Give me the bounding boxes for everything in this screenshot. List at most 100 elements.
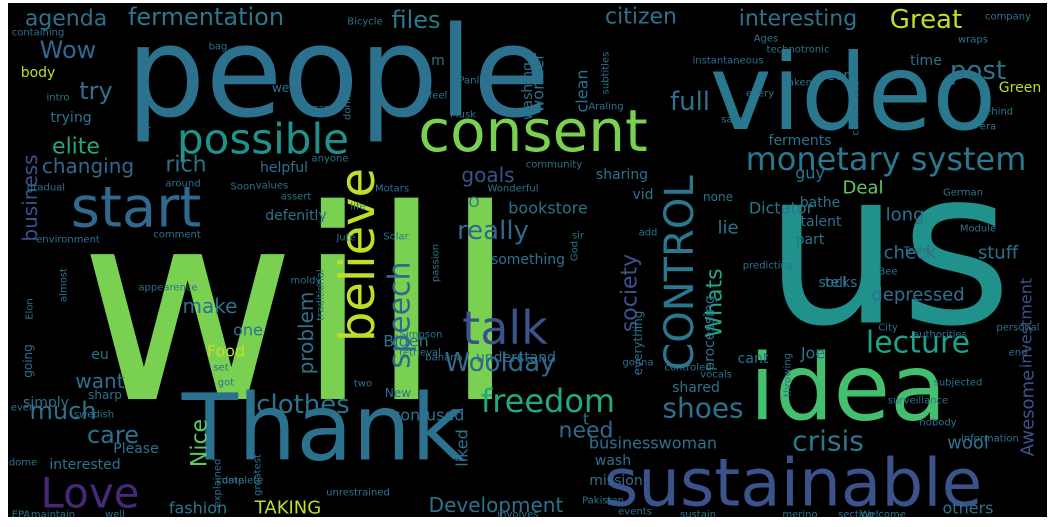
word-woolday: Woolday [444,348,555,378]
word-every: every [746,89,774,100]
word-others: others [943,499,994,518]
word-moldy: moldy [291,276,322,287]
word-possible: possible [177,115,349,164]
word-talk: talk [462,301,548,355]
word-idea: idea [750,335,947,442]
word-bathe: bathe [800,195,840,211]
word-banana: banana [425,353,462,364]
word-controled: controled [664,363,711,374]
word-continuous: continuous [851,81,862,136]
word-swedish: swedish [74,410,114,421]
word-love: Love [40,469,139,518]
word-feel: feel [429,91,448,102]
word-bookstore: bookstore [508,199,587,218]
word-sir: sir [572,231,585,242]
word-files: files [391,6,440,34]
word-part: part [796,232,825,248]
word-containing: containing [12,28,65,39]
word-bee: Bee [878,267,897,278]
word-trying: trying [50,110,91,126]
word-washing: washing [520,62,536,120]
word-wow: Wow [40,36,97,64]
word-explained: explained [213,459,224,508]
word-authorities: authorities [913,330,967,341]
word-long: long [886,205,925,226]
word-instantaneous: instantaneous [693,56,764,67]
word-believe: believe [330,168,386,342]
word-behind: behind [979,107,1013,118]
word-one: one [233,321,263,340]
word-sustainable: sustainable [604,445,982,518]
word-agenda: agenda [25,7,107,32]
word-clean: clean [573,69,592,112]
word-complete: complete [217,476,264,487]
word-monetary-system: monetary system [746,140,1027,178]
word-changing: changing [42,154,134,178]
word-add: add [639,228,658,239]
word-section: section [838,510,874,518]
word-technotronic: technotronic [767,45,830,56]
word-dome: dome [9,458,37,469]
word-video: video [710,32,997,154]
word-crisis: crisis [792,425,864,458]
word-life: life [350,202,365,213]
word-elon: Elon [25,298,36,320]
word-era: era [980,122,996,133]
word-t: t [583,410,589,429]
word-musk: Musk [450,110,476,121]
word-dictator: Dictator [749,199,814,218]
word-wool: wool [947,433,989,454]
word-save: save [721,115,744,126]
word-control: CONTROL [657,175,703,371]
word-interested: interested [49,457,120,473]
word-deal: Deal [843,178,884,199]
word-care: care [87,421,139,449]
word-need: need [559,419,614,444]
word-subjected: subjected [934,378,983,389]
word-community: community [526,160,582,171]
word-socks: socks [819,275,858,291]
word-try: try [79,77,112,105]
word-liked: liked [453,429,472,467]
word-set: set [213,363,228,374]
word-game: game [312,104,340,115]
word-dominated: dominated [343,66,354,120]
word-wash: wash [595,453,631,469]
word-thank: Thank [181,375,465,482]
word-anyone: anyone [312,154,349,165]
word-throwing: throwing [783,353,794,397]
word-fermentation: fermentation [128,3,284,31]
word-cloud-image: will us people video Thank idea sustainable con… [8,3,1047,517]
word-seem: seem [819,68,857,84]
word-panlipunan: Panlipunan [458,76,513,87]
word-two: two [354,379,372,390]
word-businesswoman: businesswoman [589,434,717,453]
word-development: Development [429,493,564,517]
word-bicycle: Bicycle [347,17,382,28]
word-understand: understand [476,350,556,366]
word-consent: consent [418,97,648,165]
word-food: Food [207,342,245,361]
word-unrestrained: unrestrained [326,488,390,499]
word-got: got [218,378,234,389]
word-sharp: sharp [88,388,122,402]
word-whats: Whats [703,268,728,337]
word-comment: comment [153,230,201,241]
word-assert: assert [281,192,312,203]
word-fashion: fashion [169,499,227,518]
word-personal: personal [996,323,1039,334]
word-maintain: maintain [31,510,75,518]
word-something: something [491,252,565,268]
word-goals: goals [461,163,514,187]
word-nobody: nobody [919,418,956,429]
word-vid: vid [632,187,653,203]
word-o: O [468,195,479,211]
word-rich: rich [165,153,206,178]
word-people: people [126,3,550,146]
word-talent: talent [801,214,842,230]
word-values: values [256,181,289,192]
word-greatest: greatest [253,454,264,496]
word-involves: involves [497,510,538,518]
word-end: end [1009,348,1028,359]
word-elite: elite [52,135,100,160]
